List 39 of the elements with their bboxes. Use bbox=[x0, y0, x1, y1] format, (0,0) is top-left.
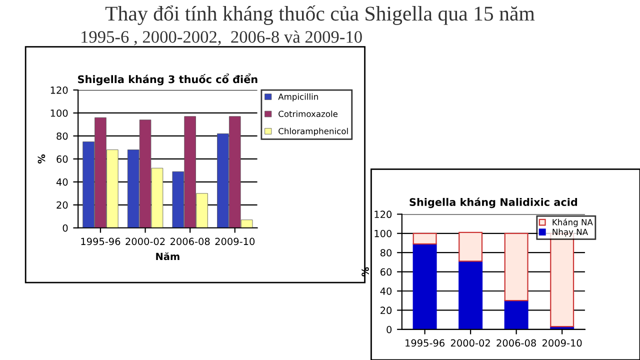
chart-title: Shigella kháng 3 thuốc cổ điển bbox=[78, 74, 258, 86]
bar bbox=[458, 260, 483, 330]
bar bbox=[504, 300, 528, 330]
x-tick-label: 2006-08 bbox=[170, 238, 210, 246]
y-tick-label: 100 bbox=[50, 109, 68, 117]
y-tick-label: 100 bbox=[374, 230, 392, 238]
text: 1995-6 , 2000-2002, 2006-8 và 2009-10 bbox=[82, 30, 362, 46]
legend-label: Ampicillin bbox=[278, 93, 318, 102]
legend-label: Chloramphenicol bbox=[278, 128, 348, 136]
legend-label: Kháng NA bbox=[552, 218, 593, 227]
text: Thay đổi tính kháng thuốc của Shigella qua 15 năm bbox=[105, 5, 535, 25]
chart-title: Shigella kháng Nalidixic acid bbox=[410, 198, 578, 208]
x-tick-label: 2009-10 bbox=[215, 238, 255, 246]
x-tick-label: 2006-08 bbox=[496, 339, 536, 347]
y-tick-label: 80 bbox=[56, 132, 68, 140]
x-tick-label: 2000-02 bbox=[450, 339, 490, 347]
bar bbox=[412, 243, 437, 330]
legend-label: Cotrimoxazole bbox=[278, 110, 338, 118]
x-tick-label: 1995-96 bbox=[406, 339, 444, 347]
y-tick-label: 80 bbox=[380, 249, 392, 256]
bar bbox=[504, 232, 528, 302]
y-axis-title: % bbox=[38, 154, 46, 164]
y-tick-label: 60 bbox=[380, 268, 392, 276]
y-tick-label: 120 bbox=[50, 86, 68, 94]
bar bbox=[458, 232, 483, 262]
x-tick-label: 1995-96 bbox=[81, 238, 120, 246]
x-tick-label: 2009-10 bbox=[542, 339, 582, 347]
bar bbox=[412, 232, 437, 245]
y-tick-label: 0 bbox=[62, 224, 68, 232]
y-tick-label: 120 bbox=[374, 210, 392, 218]
y-tick-label: 0 bbox=[386, 326, 392, 334]
y-tick-label: 40 bbox=[56, 178, 68, 186]
legend-label: Nhạy NA bbox=[552, 228, 588, 237]
y-tick-label: 20 bbox=[380, 306, 392, 314]
x-axis-title: Năm bbox=[156, 252, 180, 260]
x-tick-label: 2000-02 bbox=[126, 238, 165, 246]
y-tick-label: 20 bbox=[56, 201, 68, 209]
y-tick-label: 40 bbox=[380, 287, 392, 295]
y-tick-label: 60 bbox=[56, 155, 68, 163]
